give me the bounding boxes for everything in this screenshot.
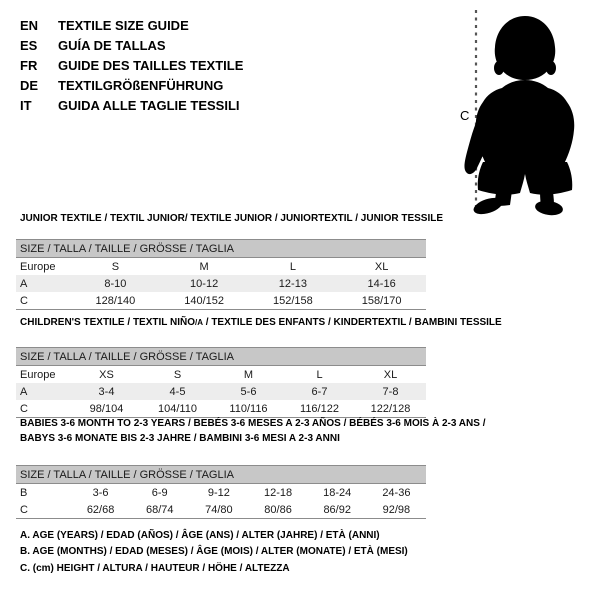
svg-text:C: C: [460, 108, 469, 123]
